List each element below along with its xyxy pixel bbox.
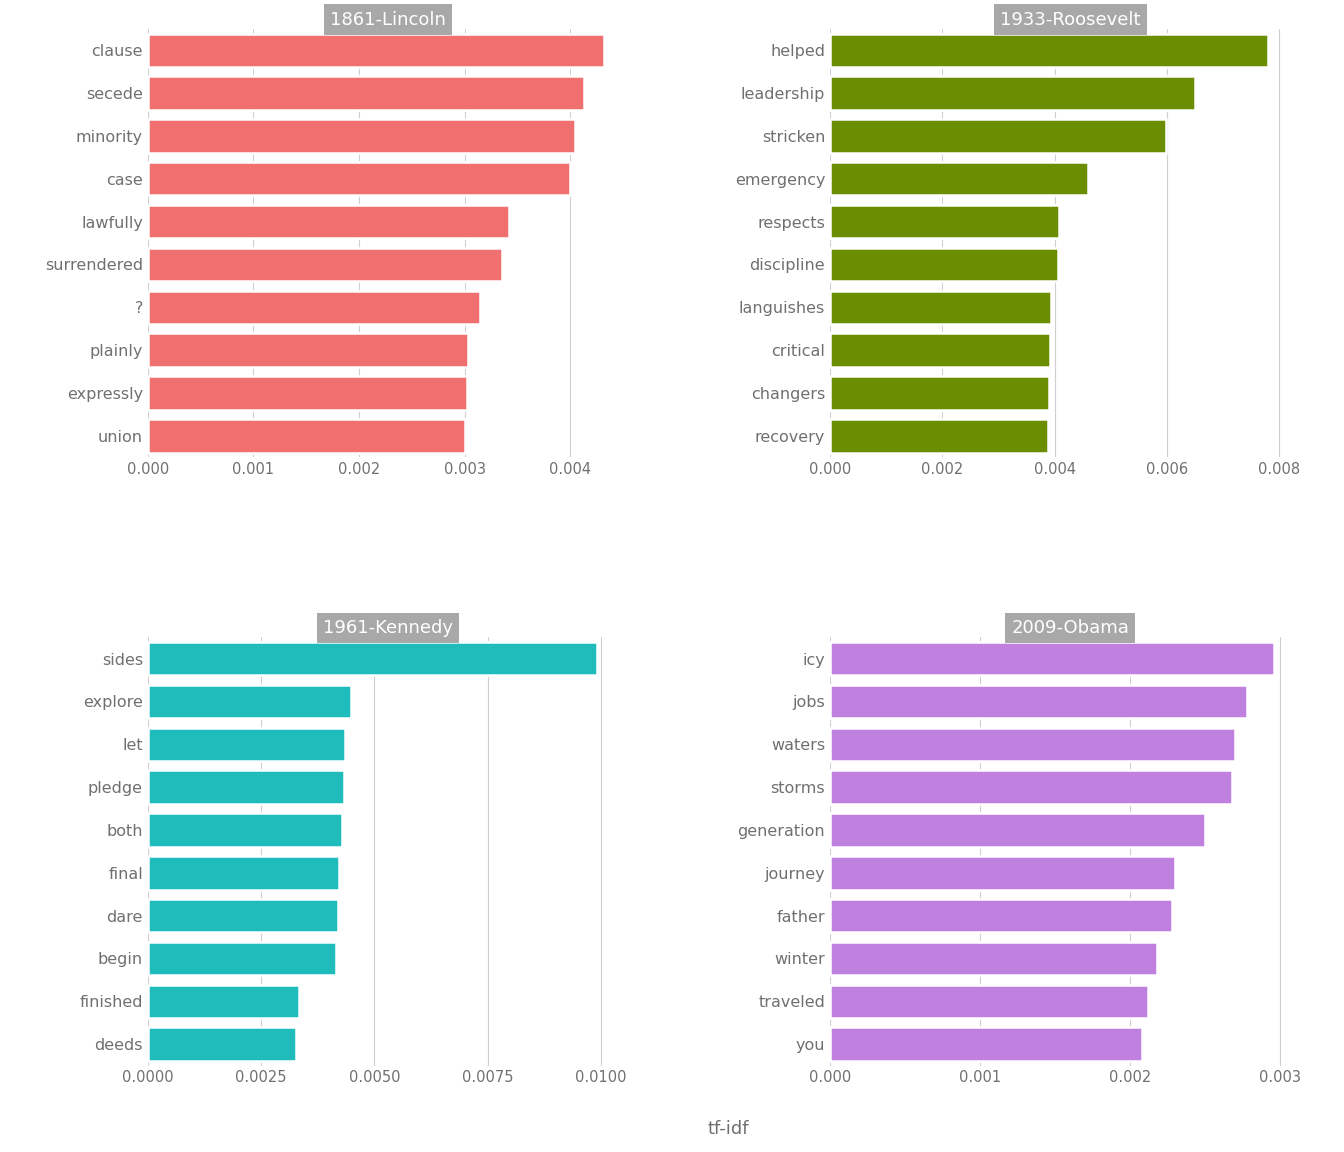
Bar: [148, 771, 344, 804]
Bar: [831, 162, 1089, 196]
Text: 1961-Kennedy: 1961-Kennedy: [323, 619, 453, 637]
Bar: [831, 771, 1232, 804]
Text: 1861-Lincoln: 1861-Lincoln: [331, 10, 446, 29]
Bar: [148, 205, 509, 238]
Bar: [148, 290, 480, 324]
Bar: [148, 856, 339, 889]
Bar: [831, 119, 1167, 152]
Bar: [148, 76, 583, 109]
Bar: [831, 856, 1175, 889]
Bar: [831, 684, 1247, 718]
Bar: [148, 985, 298, 1018]
Bar: [831, 419, 1048, 453]
Text: tf-idf: tf-idf: [708, 1120, 749, 1138]
Bar: [831, 290, 1051, 324]
Text: 2009-Obama: 2009-Obama: [1011, 619, 1129, 637]
Bar: [148, 119, 575, 152]
Bar: [148, 162, 570, 196]
Bar: [831, 642, 1274, 675]
Bar: [831, 377, 1050, 410]
Bar: [831, 333, 1050, 366]
Bar: [148, 33, 603, 67]
Bar: [831, 76, 1195, 109]
Bar: [148, 728, 345, 761]
Bar: [831, 1028, 1142, 1061]
Bar: [148, 813, 341, 847]
Bar: [148, 942, 336, 976]
Bar: [831, 33, 1269, 67]
Bar: [148, 333, 468, 366]
Bar: [148, 377, 466, 410]
Bar: [831, 248, 1058, 281]
Bar: [148, 419, 465, 453]
Bar: [831, 205, 1059, 238]
Bar: [148, 642, 597, 675]
Bar: [148, 248, 501, 281]
Bar: [831, 899, 1172, 932]
Bar: [148, 684, 351, 718]
Bar: [148, 899, 339, 932]
Bar: [831, 985, 1148, 1018]
Bar: [831, 813, 1206, 847]
Bar: [831, 942, 1157, 976]
Bar: [148, 1028, 297, 1061]
Text: 1933-Roosevelt: 1933-Roosevelt: [1000, 10, 1141, 29]
Bar: [831, 728, 1235, 761]
